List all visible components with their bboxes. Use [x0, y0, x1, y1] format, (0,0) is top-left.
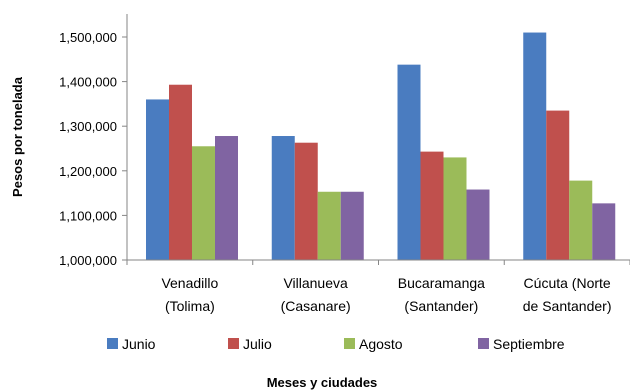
y-tick-label: 1,100,000	[59, 208, 117, 223]
category-label: Villanueva	[283, 275, 348, 291]
bar-agosto-0	[192, 146, 215, 260]
bar-agosto-3	[569, 180, 593, 260]
y-axis-title: Pesos por tonelada	[10, 76, 25, 197]
category-label: (Tolima)	[165, 298, 215, 314]
legend-label-julio: Julio	[243, 336, 272, 352]
x-axis-title: Meses y ciudades	[267, 375, 378, 390]
category-label: Cúcuta (Norte	[524, 275, 611, 291]
bar-julio-1	[294, 142, 318, 260]
category-label: Bucaramanga	[398, 275, 485, 291]
legend-label-junio: Junio	[122, 336, 156, 352]
y-tick-label: 1,500,000	[59, 30, 117, 45]
bars	[146, 32, 616, 260]
legend-swatch-junio	[107, 338, 118, 349]
bar-julio-3	[546, 110, 570, 260]
bar-junio-3	[523, 32, 547, 260]
legend-swatch-agosto	[344, 338, 355, 349]
x-axis-ticks	[126, 260, 630, 265]
bar-junio-1	[271, 136, 295, 260]
legend-label-septiembre: Septiembre	[493, 336, 565, 352]
y-tick-label: 1,300,000	[59, 119, 117, 134]
y-tick-label: 1,200,000	[59, 164, 117, 179]
bar-junio-2	[397, 64, 421, 260]
legend-label-agosto: Agosto	[359, 336, 403, 352]
legend: Junio Julio Agosto Septiembre	[107, 336, 565, 352]
bar-junio-0	[146, 99, 169, 260]
bar-septiembre-2	[466, 189, 490, 260]
category-label: de Santander)	[523, 298, 612, 314]
legend-swatch-julio	[228, 338, 239, 349]
bar-septiembre-3	[592, 203, 616, 260]
category-label: Venadillo	[161, 275, 218, 291]
bar-agosto-1	[317, 191, 341, 260]
bar-septiembre-0	[215, 136, 238, 260]
legend-swatch-septiembre	[478, 338, 489, 349]
y-tick-label: 1,400,000	[59, 75, 117, 90]
bar-septiembre-1	[340, 191, 364, 260]
category-labels: Venadillo (Tolima) Villanueva (Casanare) Buc…	[161, 275, 611, 314]
bar-julio-0	[169, 84, 192, 260]
y-axis-ticks: 1,000,000 1,100,000 1,200,000 1,300,000 1,40…	[59, 30, 127, 268]
bar-julio-2	[420, 151, 444, 260]
bar-agosto-2	[443, 157, 467, 260]
y-tick-label: 1,000,000	[59, 253, 117, 268]
category-label: (Santander)	[404, 298, 478, 314]
category-label: (Casanare)	[281, 298, 351, 314]
